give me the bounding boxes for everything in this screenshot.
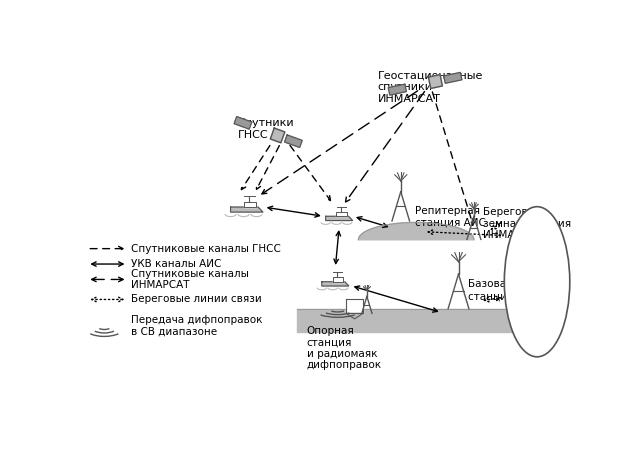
Text: Спутниковые каналы ГНСС: Спутниковые каналы ГНСС: [131, 243, 281, 253]
Polygon shape: [429, 75, 443, 88]
Text: Береговые линии связи: Береговые линии связи: [131, 294, 262, 304]
Polygon shape: [243, 202, 257, 207]
Text: Репитерная
станция АИС: Репитерная станция АИС: [415, 206, 485, 227]
Polygon shape: [285, 135, 302, 147]
Text: Береговая
земная станция
ИНМАРСАТ: Береговая земная станция ИНМАРСАТ: [483, 207, 571, 240]
Text: СРДС,
линии
связи: СРДС, линии связи: [518, 260, 556, 303]
Text: Опорная
станция
и радиомаяк
дифпоправок: Опорная станция и радиомаяк дифпоправок: [307, 326, 382, 370]
Polygon shape: [346, 299, 363, 313]
Text: Геостационарные
спутники
ИНМАРСАТ: Геостационарные спутники ИНМАРСАТ: [378, 71, 483, 104]
Polygon shape: [333, 277, 343, 282]
Text: Спутники
ГНСС: Спутники ГНСС: [238, 118, 294, 140]
Text: Базовая
станция АИС: Базовая станция АИС: [468, 279, 539, 301]
Polygon shape: [234, 116, 252, 129]
Polygon shape: [231, 207, 263, 212]
Polygon shape: [388, 84, 406, 95]
Polygon shape: [322, 282, 349, 286]
Text: Передача дифпоправок
в СВ диапазоне: Передача дифпоправок в СВ диапазоне: [131, 315, 263, 336]
Polygon shape: [326, 216, 353, 221]
Polygon shape: [359, 222, 474, 240]
Ellipse shape: [505, 207, 569, 357]
Polygon shape: [270, 128, 285, 143]
Polygon shape: [346, 313, 363, 319]
Text: Спутниковые каналы
ИНМАРСАТ: Спутниковые каналы ИНМАРСАТ: [131, 268, 249, 290]
Polygon shape: [336, 212, 347, 216]
Text: УКВ каналы АИС: УКВ каналы АИС: [131, 259, 222, 269]
Polygon shape: [444, 72, 462, 83]
